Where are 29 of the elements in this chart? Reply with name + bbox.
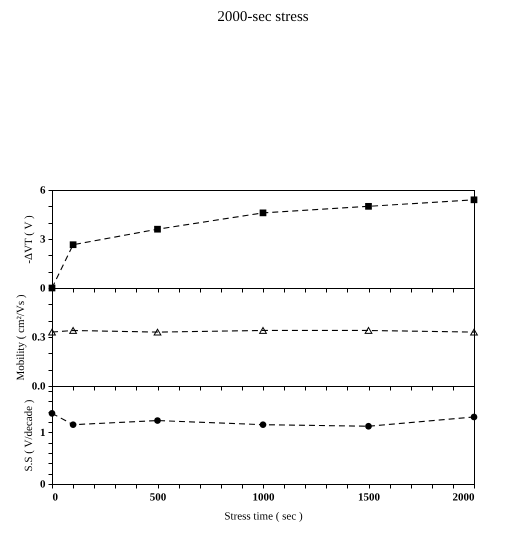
- y-tick-label: 1: [40, 426, 46, 439]
- x-tick-label: 0: [52, 492, 58, 504]
- y-tick-label: 0.3: [32, 332, 46, 344]
- point: [365, 202, 372, 210]
- y-axis-title: Mobility ( cm²/Vs ): [14, 294, 27, 381]
- chart-title: 2000-sec stress: [217, 9, 309, 25]
- x-tick-label: 2000: [452, 492, 475, 504]
- y-axis-title: S.S ( V/decade ): [23, 399, 35, 472]
- y-axis-title: -ΔVT ( V ): [23, 215, 35, 264]
- y-tick-label: 0.0: [32, 380, 46, 392]
- point: [260, 421, 266, 428]
- point: [48, 410, 56, 417]
- point: [470, 196, 478, 204]
- point: [154, 417, 161, 424]
- point: [470, 414, 478, 420]
- y-tick-label: 3: [40, 234, 46, 246]
- x-tick-label: 1500: [358, 492, 380, 504]
- y-tick-label: 0: [40, 282, 46, 294]
- point: [70, 421, 76, 428]
- y-tick-label: 6: [40, 184, 46, 196]
- point: [70, 241, 76, 248]
- point: [48, 284, 56, 292]
- x-tick-label: 1000: [252, 492, 275, 504]
- y-tick-label: 0: [40, 478, 46, 490]
- point: [365, 422, 372, 430]
- x-tick-label: 500: [150, 492, 167, 504]
- point: [154, 226, 161, 233]
- point: [260, 210, 266, 216]
- x-axis-title: Stress time ( sec ): [224, 510, 303, 522]
